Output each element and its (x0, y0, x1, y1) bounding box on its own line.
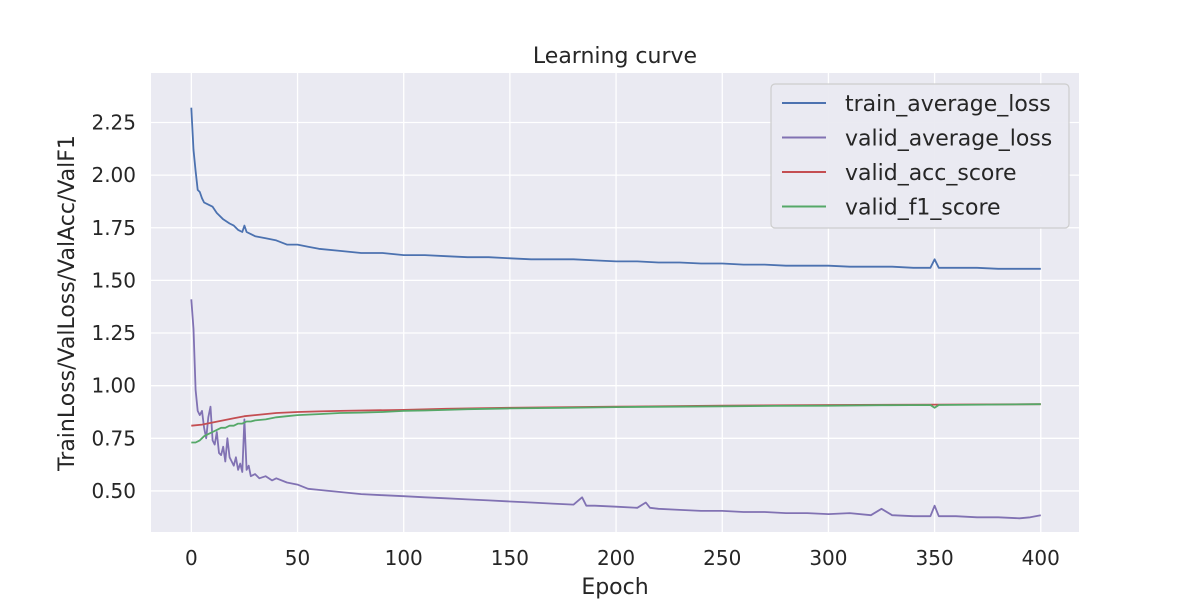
x-tick-label: 50 (285, 546, 310, 570)
y-tick-label: 2.00 (91, 163, 136, 187)
y-axis-label: TrainLoss/ValLoss/ValAcc/ValF1 (55, 135, 80, 472)
y-tick-label: 0.75 (91, 426, 136, 450)
legend-label: valid_acc_score (845, 161, 1016, 186)
y-tick-label: 1.75 (91, 216, 136, 240)
legend-box (770, 83, 1070, 229)
y-tick-labels: 0.50 0.75 1.00 1.25 1.50 1.75 2.00 2.25 (91, 110, 136, 502)
x-tick-label: 250 (703, 546, 741, 570)
x-tick-label: 0 (185, 546, 198, 570)
x-tick-label: 100 (385, 546, 423, 570)
x-tick-label: 350 (916, 546, 954, 570)
y-tick-label: 0.50 (91, 479, 136, 503)
y-tick-label: 1.25 (91, 321, 136, 345)
series-lines (190, 107, 1041, 520)
y-tick-label: 1.50 (91, 268, 136, 292)
series-line-valid_f1_score (191, 403, 1041, 444)
chart-title: Learning curve (533, 44, 697, 69)
x-tick-label: 400 (1022, 546, 1060, 570)
x-tick-label: 300 (809, 546, 847, 570)
legend: train_average_loss valid_average_lossvali… (770, 83, 1070, 229)
legend-label: valid_f1_score (845, 196, 1001, 221)
x-axis-label: Epoch (581, 575, 648, 600)
legend-label: train_average_loss (845, 92, 1051, 117)
series-line-train_average_loss (190, 107, 1041, 270)
y-tick-label: 1.00 (91, 374, 136, 398)
legend-label: valid_average_loss (845, 127, 1052, 152)
x-tick-label: 150 (491, 546, 529, 570)
x-tick-labels: 0 50 100 150 200 250 300 350 400 (185, 546, 1060, 570)
series-line-valid_average_loss (190, 299, 1041, 520)
y-tick-label: 2.25 (91, 110, 136, 134)
x-tick-label: 200 (597, 546, 635, 570)
